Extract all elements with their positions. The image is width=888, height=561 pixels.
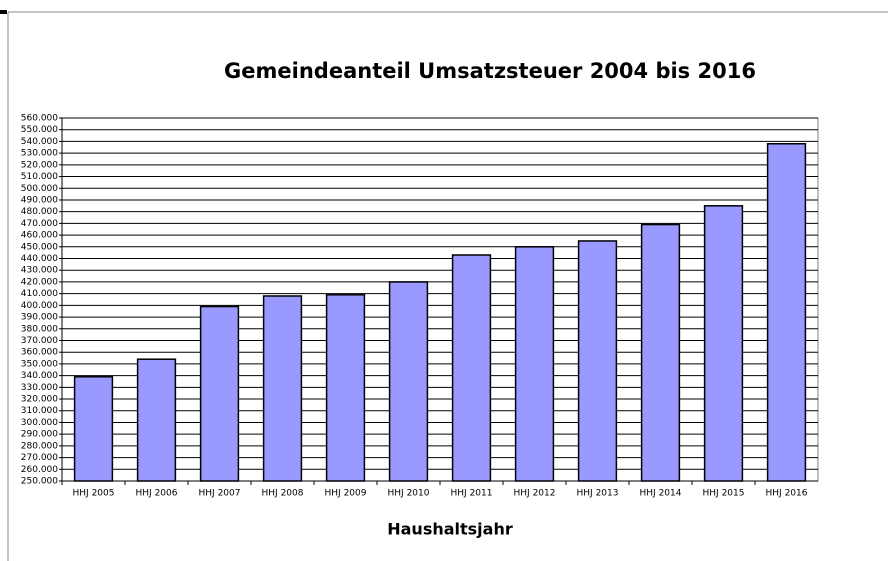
bar — [325, 294, 366, 482]
x-axis-label: Haushaltsjahr — [387, 520, 513, 539]
plot-area — [61, 117, 819, 482]
x-tick-label: HHJ 2016 — [766, 489, 808, 499]
x-tick-label: HHJ 2012 — [514, 489, 556, 499]
y-tick-label: 330.000 — [21, 383, 58, 393]
y-tick-label: 490.000 — [21, 195, 58, 205]
y-tick-label: 300.000 — [21, 418, 58, 428]
y-tick-label: 320.000 — [21, 395, 58, 405]
x-tick-label: HHJ 2015 — [703, 489, 745, 499]
y-tick-label: 310.000 — [21, 406, 58, 416]
bar — [388, 281, 429, 482]
bar — [199, 305, 240, 482]
bar — [703, 205, 744, 482]
x-tick-label: HHJ 2014 — [640, 489, 682, 499]
bar — [766, 143, 807, 482]
chart-title: Gemeindeanteil Umsatzsteuer 2004 bis 201… — [224, 59, 756, 83]
x-tick-label: HHJ 2010 — [388, 489, 430, 499]
y-tick-label: 470.000 — [21, 219, 58, 229]
bar — [451, 254, 492, 482]
y-tick-label: 550.000 — [21, 125, 58, 135]
y-tick-label: 340.000 — [21, 371, 58, 381]
y-tick-label: 420.000 — [21, 277, 58, 287]
y-tick-label: 250.000 — [21, 477, 58, 487]
y-tick-label: 540.000 — [21, 137, 58, 147]
y-tick-label: 560.000 — [21, 114, 58, 124]
y-tick-label: 500.000 — [21, 184, 58, 194]
y-tick-label: 370.000 — [21, 336, 58, 346]
bar — [640, 223, 681, 482]
y-tick-label: 460.000 — [21, 231, 58, 241]
y-tick-label: 410.000 — [21, 289, 58, 299]
x-tick-label: HHJ 2013 — [577, 489, 619, 499]
x-tick-label: HHJ 2008 — [262, 489, 304, 499]
y-tick-label: 430.000 — [21, 266, 58, 276]
y-tick-label: 380.000 — [21, 324, 58, 334]
x-tick-label: HHJ 2005 — [73, 489, 115, 499]
y-tick-label: 360.000 — [21, 348, 58, 358]
y-tick-label: 530.000 — [21, 149, 58, 159]
bar — [577, 240, 618, 482]
corner-mark — [0, 10, 7, 14]
y-tick-label: 350.000 — [21, 359, 58, 369]
y-tick-label: 510.000 — [21, 172, 58, 182]
y-tick-label: 260.000 — [21, 465, 58, 475]
bar — [514, 246, 555, 482]
bar — [262, 295, 303, 482]
y-tick-label: 390.000 — [21, 313, 58, 323]
x-tick-label: HHJ 2009 — [325, 489, 367, 499]
x-tick-label: HHJ 2006 — [136, 489, 178, 499]
y-tick-label: 480.000 — [21, 207, 58, 217]
bar — [73, 376, 114, 482]
x-tick-label: HHJ 2011 — [451, 489, 493, 499]
y-tick-label: 280.000 — [21, 441, 58, 451]
y-tick-label: 520.000 — [21, 160, 58, 170]
bar — [136, 358, 177, 482]
y-tick-label: 450.000 — [21, 242, 58, 252]
y-tick-label: 290.000 — [21, 430, 58, 440]
y-tick-label: 270.000 — [21, 453, 58, 463]
x-tick-label: HHJ 2007 — [199, 489, 241, 499]
y-tick-label: 400.000 — [21, 301, 58, 311]
y-tick-label: 440.000 — [21, 254, 58, 264]
